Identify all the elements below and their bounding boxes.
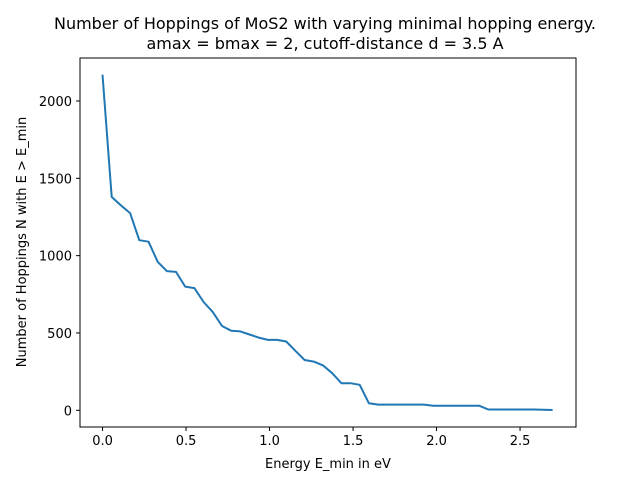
x-tick-label: 2.0 bbox=[426, 434, 447, 449]
x-tick-label: 2.5 bbox=[510, 434, 531, 449]
y-tick-label: 0 bbox=[64, 404, 72, 419]
series-line bbox=[101, 74, 553, 411]
y-tick-label: 1000 bbox=[39, 250, 72, 265]
y-axis-label: Number of Hoppings N with E > E_min bbox=[15, 117, 30, 367]
y-tick-label: 1500 bbox=[39, 172, 72, 187]
x-axis-ticks: 0.0 0.5 1.0 1.5 2.0 2.5 bbox=[92, 427, 530, 449]
x-tick-label: 1.0 bbox=[259, 434, 280, 449]
x-tick-label: 0.0 bbox=[92, 434, 113, 449]
plot-area bbox=[79, 57, 577, 428]
x-tick-label: 0.5 bbox=[176, 434, 197, 449]
chart-title-line-1: Number of Hoppings of MoS2 with varying … bbox=[54, 14, 596, 33]
x-tick-label: 1.5 bbox=[343, 434, 364, 449]
y-tick-label: 2000 bbox=[39, 95, 72, 110]
chart-title-line-2: amax = bmax = 2, cutoff-distance d = 3.5… bbox=[146, 34, 503, 53]
x-axis-label: Energy E_min in eV bbox=[265, 457, 391, 472]
y-axis-ticks: 0 500 1000 1500 2000 bbox=[39, 95, 80, 419]
y-tick-label: 500 bbox=[47, 327, 72, 342]
